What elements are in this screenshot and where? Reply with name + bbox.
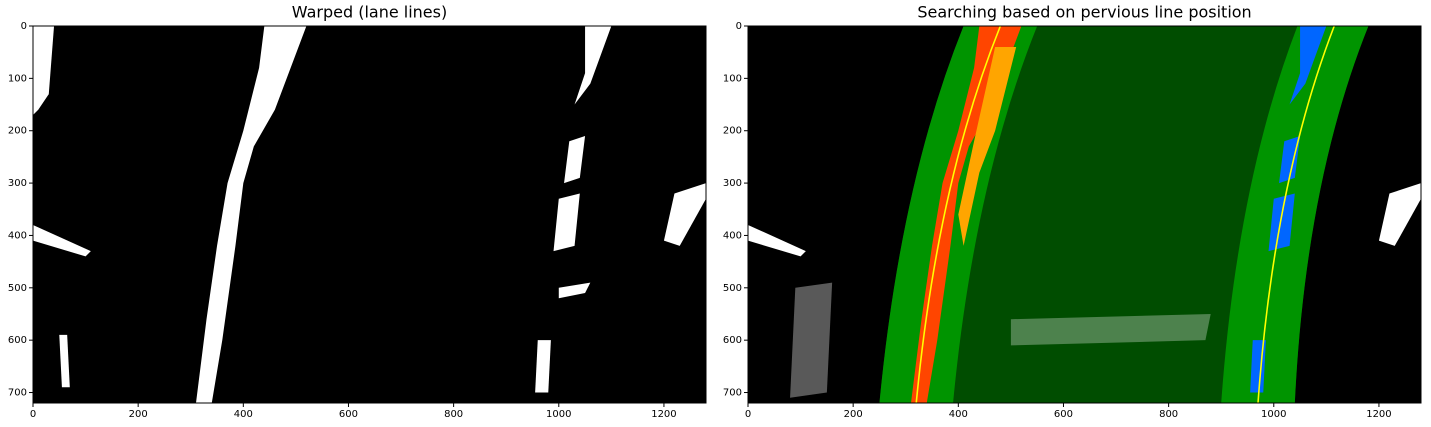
y-tick-label: 200 bbox=[8, 126, 27, 137]
edge-pixels bbox=[1010, 313, 1211, 346]
right-search-window bbox=[1221, 26, 1369, 403]
x-tick-label: 400 bbox=[949, 409, 968, 420]
right-lane-segment bbox=[564, 135, 586, 184]
y-tick-label: 500 bbox=[723, 283, 742, 294]
y-tick-label: 300 bbox=[8, 178, 27, 189]
x-tick-label: 800 bbox=[444, 409, 463, 420]
y-tick-label: 200 bbox=[723, 126, 742, 137]
edge-pixels bbox=[59, 334, 70, 388]
edge-pixels bbox=[1378, 183, 1421, 246]
search-image bbox=[748, 26, 1421, 403]
chart-title: Searching based on pervious line positio… bbox=[917, 3, 1251, 22]
edge-pixels bbox=[663, 183, 706, 246]
y-tick-label: 600 bbox=[723, 335, 742, 346]
right-lane-segment bbox=[574, 26, 612, 105]
x-tick-label: 400 bbox=[234, 409, 253, 420]
x-tick-label: 1000 bbox=[1261, 409, 1286, 420]
y-tick-label: 100 bbox=[8, 73, 27, 84]
axes-frame bbox=[747, 25, 1422, 404]
axes-frame bbox=[32, 25, 707, 404]
x-tick-label: 1200 bbox=[1366, 409, 1391, 420]
x-tick-label: 0 bbox=[745, 409, 751, 420]
y-tick-label: 500 bbox=[8, 283, 27, 294]
y-tick-label: 300 bbox=[723, 178, 742, 189]
left-lane-pixels bbox=[910, 26, 1022, 403]
x-tick-label: 200 bbox=[129, 409, 148, 420]
y-tick-label: 400 bbox=[723, 230, 742, 241]
y-tick-label: 100 bbox=[723, 73, 742, 84]
y-tick-label: 700 bbox=[8, 388, 27, 399]
x-tick-label: 800 bbox=[1159, 409, 1178, 420]
x-tick-label: 600 bbox=[1054, 409, 1073, 420]
right-lane-pixels bbox=[1289, 26, 1327, 105]
x-tick-label: 600 bbox=[339, 409, 358, 420]
chart-title: Warped (lane lines) bbox=[292, 3, 447, 22]
left-lane-pixels bbox=[958, 46, 1017, 246]
edge-pixels bbox=[748, 183, 1421, 398]
right-lane-pixels bbox=[1268, 193, 1295, 252]
right-lane-segment bbox=[553, 193, 580, 252]
right-fit-line bbox=[1257, 26, 1335, 403]
left-lane-pixels bbox=[195, 26, 307, 403]
lane-pixels bbox=[33, 26, 706, 403]
image-background bbox=[33, 26, 706, 403]
warped-image bbox=[33, 26, 706, 403]
edge-pixels bbox=[33, 26, 55, 116]
y-tick-label: 0 bbox=[736, 21, 742, 32]
left-lane-pixels bbox=[910, 26, 1022, 403]
y-tick-label: 0 bbox=[21, 21, 27, 32]
y-tick-label: 700 bbox=[723, 388, 742, 399]
edge-pixels bbox=[558, 282, 591, 299]
x-tick-label: 0 bbox=[30, 409, 36, 420]
right-lane-pixels bbox=[1279, 135, 1301, 184]
edge-pixels bbox=[748, 224, 806, 257]
y-tick-label: 400 bbox=[8, 230, 27, 241]
left-fit-line bbox=[915, 26, 1002, 403]
x-tick-label: 1200 bbox=[651, 409, 676, 420]
x-tick-label: 1000 bbox=[546, 409, 571, 420]
x-tick-label: 200 bbox=[844, 409, 863, 420]
right-lane-segment bbox=[535, 340, 551, 393]
edge-pixels bbox=[33, 224, 91, 257]
y-tick-label: 600 bbox=[8, 335, 27, 346]
edge-pixels bbox=[790, 282, 833, 398]
